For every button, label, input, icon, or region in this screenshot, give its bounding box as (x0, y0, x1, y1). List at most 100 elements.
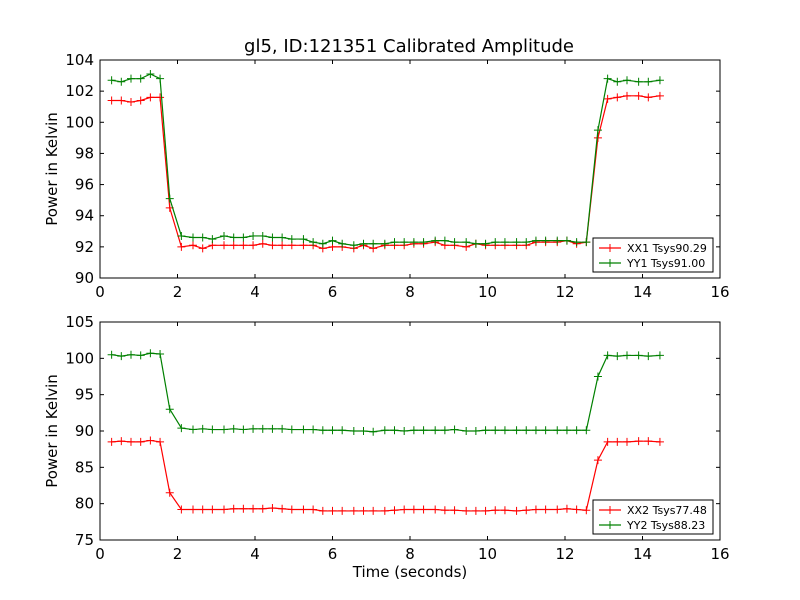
data-point-marker (229, 241, 238, 250)
x-tick-label: 8 (405, 545, 415, 563)
data-point-marker (531, 236, 540, 245)
data-point-marker (409, 238, 418, 247)
legend-marker (606, 506, 614, 514)
data-point-marker (338, 506, 347, 515)
data-point-marker (471, 506, 480, 515)
data-point-marker (117, 77, 126, 86)
y-axis-label: Power in Kelvin (43, 112, 61, 226)
data-point-marker (198, 233, 207, 242)
data-point-marker (249, 241, 258, 250)
data-point-marker (198, 244, 207, 253)
data-point-marker (299, 505, 308, 514)
data-point-marker (338, 426, 347, 435)
data-point-marker (634, 77, 643, 86)
data-point-marker (380, 239, 389, 248)
legend-label: YY2 Tsys88.23 (626, 519, 705, 532)
y-tick-label: 90 (75, 422, 94, 440)
data-point-marker (409, 505, 418, 514)
y-tick-label: 92 (75, 238, 94, 256)
data-point-marker (491, 426, 500, 435)
y-axis-label: Power in Kelvin (43, 374, 61, 488)
data-point-marker (309, 425, 318, 434)
data-point-marker (522, 506, 531, 515)
data-point-marker (177, 424, 186, 433)
data-point-marker (541, 426, 550, 435)
data-point-marker (117, 96, 126, 105)
data-point-marker (268, 504, 277, 513)
data-point-marker (655, 351, 664, 360)
legend-marker (606, 259, 614, 267)
data-point-marker (107, 437, 116, 446)
data-point-marker (136, 351, 145, 360)
x-tick-label: 4 (250, 545, 260, 563)
data-point-marker (613, 352, 622, 361)
data-point-marker (239, 425, 248, 434)
data-point-marker (431, 505, 440, 514)
data-point-marker (613, 93, 622, 102)
y-tick-label: 80 (75, 495, 94, 513)
data-point-marker (177, 505, 186, 514)
data-point-marker (309, 505, 318, 514)
legend-label: YY1 Tsys91.00 (626, 257, 705, 270)
data-point-marker (349, 506, 358, 515)
data-point-marker (481, 506, 490, 515)
data-point-marker (462, 238, 471, 247)
data-point-marker (239, 233, 248, 242)
y-tick-label: 94 (75, 207, 94, 225)
data-point-marker (318, 239, 327, 248)
data-point-marker (562, 504, 571, 513)
data-point-marker (165, 405, 174, 414)
x-tick-label: 6 (328, 545, 338, 563)
data-point-marker (481, 239, 490, 248)
data-point-marker (431, 236, 440, 245)
series-0 (107, 436, 664, 515)
data-point-marker (450, 425, 459, 434)
data-point-marker (491, 506, 500, 515)
data-point-marker (278, 504, 287, 513)
data-point-marker (572, 238, 581, 247)
data-point-marker (562, 426, 571, 435)
top-plot-panel: 0 2 4 6 8 10 12 14 16 90 92 94 96 98 100 102 104 Power in… (43, 51, 730, 301)
data-point-marker (390, 238, 399, 247)
data-point-marker (165, 488, 174, 497)
data-point-marker (522, 426, 531, 435)
legend-box (592, 499, 714, 535)
data-point-marker (623, 351, 631, 360)
y-tick-label: 100 (65, 113, 94, 131)
legend-label: XX2 Tsys77.48 (627, 504, 707, 517)
data-point-marker (582, 506, 591, 515)
data-point-marker (553, 505, 562, 514)
data-point-marker (623, 91, 631, 100)
x-tick-label: 12 (555, 545, 574, 563)
data-point-marker (500, 238, 509, 247)
data-point-marker (553, 426, 562, 435)
data-point-marker (189, 241, 197, 250)
data-point-marker (278, 241, 287, 250)
y-tick-label: 96 (75, 176, 94, 194)
data-point-marker (268, 424, 277, 433)
data-point-marker (512, 506, 521, 515)
data-point-marker (593, 372, 602, 381)
data-point-marker (249, 504, 258, 513)
data-point-marker (220, 505, 228, 514)
y-tick-label: 90 (75, 269, 94, 287)
data-point-marker (127, 98, 135, 107)
data-point-marker (613, 77, 622, 86)
x-tick-label: 12 (555, 283, 574, 301)
y-tick-label: 75 (75, 531, 94, 549)
data-point-marker (541, 505, 550, 514)
data-point-marker (146, 93, 155, 102)
data-point-marker (127, 437, 135, 446)
data-point-marker (309, 238, 318, 247)
y-tick-label: 85 (75, 458, 94, 476)
data-point-marker (644, 77, 653, 86)
data-point-marker (249, 424, 258, 433)
legend-box (592, 237, 714, 273)
data-point-marker (278, 424, 287, 433)
y-tick-label: 95 (75, 386, 94, 404)
legend-marker (606, 244, 614, 252)
data-point-marker (644, 352, 653, 361)
data-point-marker (409, 426, 418, 435)
data-point-marker (239, 241, 248, 250)
